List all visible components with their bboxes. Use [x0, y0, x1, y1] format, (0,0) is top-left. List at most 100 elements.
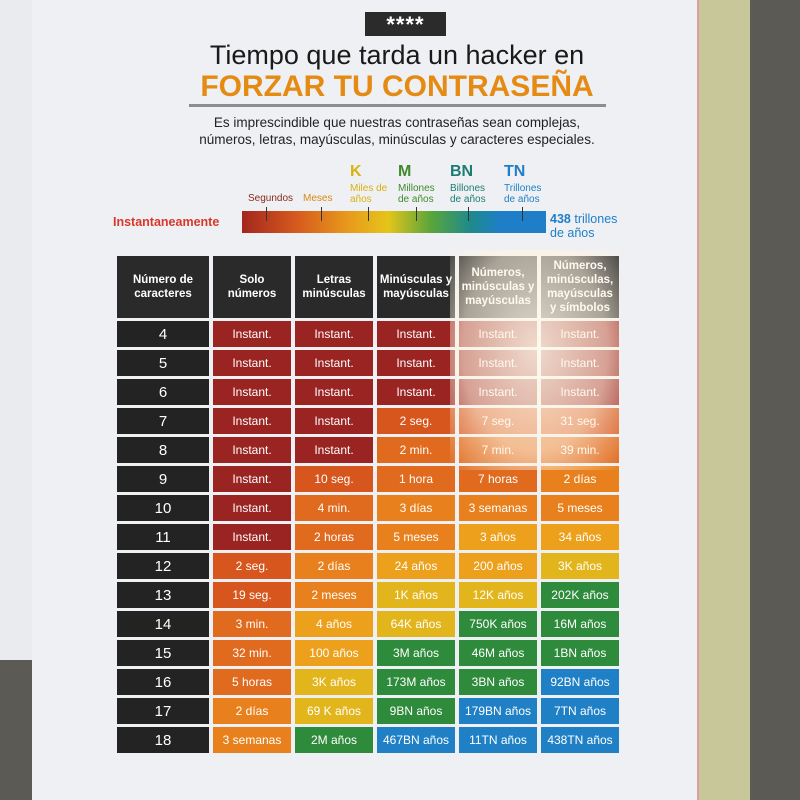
crack-time-cell: 467BN años — [377, 727, 455, 753]
crack-time-cell: 7TN años — [541, 698, 619, 724]
table-row: 5 Instant. Instant. Instant. Instant. Instant… — [117, 350, 619, 376]
crack-time-cell: 1K años — [377, 582, 455, 608]
scale-tick — [416, 207, 417, 221]
subtitle-line-2: números, letras, mayúsculas, minúsculas … — [199, 132, 595, 147]
character-count: 14 — [117, 611, 209, 637]
crack-time-cell: 7 horas — [459, 466, 537, 492]
title-line-2: FORZAR TU CONTRASEÑA — [200, 70, 594, 103]
table-row: 13 19 seg. 2 meses 1K años 12K años 202K años — [117, 582, 619, 608]
crack-time-cell: 3K años — [541, 553, 619, 579]
crack-time-cell: Instant. — [213, 495, 291, 521]
password-time-table: Número de caracteres Solo números Letras m… — [113, 253, 623, 756]
crack-time-cell: Instant. — [377, 321, 455, 347]
crack-time-cell: 19 seg. — [213, 582, 291, 608]
crack-time-cell: 32 min. — [213, 640, 291, 666]
table-header-row: Número de caracteres Solo números Letras m… — [117, 256, 619, 318]
crack-time-cell: Instant. — [295, 437, 373, 463]
crack-time-cell: 7 seg. — [459, 408, 537, 434]
crack-time-cell: Instant. — [213, 466, 291, 492]
crack-time-cell: 3 semanas — [213, 727, 291, 753]
crack-time-cell: Instant. — [459, 350, 537, 376]
crack-time-cell: 11TN años — [459, 727, 537, 753]
scale-unit-bn: BN — [450, 163, 474, 180]
crack-time-cell: 4 años — [295, 611, 373, 637]
column-header: Números, minúsculas y mayúsculas — [459, 256, 537, 318]
table-row: 16 5 horas 3K años 173M años 3BN años 92BN añ… — [117, 669, 619, 695]
scale-right-label: 438 trillones de años — [550, 212, 617, 240]
crack-time-cell: 4 min. — [295, 495, 373, 521]
crack-time-cell: 2 seg. — [213, 553, 291, 579]
scale-right-text: trillones — [574, 212, 618, 226]
crack-time-cell: 92BN años — [541, 669, 619, 695]
crack-time-cell: 64K años — [377, 611, 455, 637]
crack-time-cell: 750K años — [459, 611, 537, 637]
crack-time-cell: Instant. — [295, 408, 373, 434]
scale-label: Millones de años — [398, 183, 435, 205]
crack-time-cell: 2 días — [541, 466, 619, 492]
crack-time-cell: 9BN años — [377, 698, 455, 724]
scale-tick — [468, 207, 469, 221]
table-row: 11 Instant. 2 horas 5 meses 3 años 34 años — [117, 524, 619, 550]
crack-time-cell: 173M años — [377, 669, 455, 695]
crack-time-cell: 5 meses — [377, 524, 455, 550]
character-count: 12 — [117, 553, 209, 579]
character-count: 6 — [117, 379, 209, 405]
column-header: Letras minúsculas — [295, 256, 373, 318]
column-header: Minúsculas y mayúsculas — [377, 256, 455, 318]
desk-edge — [690, 0, 750, 800]
scale-label: Segundos — [248, 193, 294, 204]
crack-time-cell: 3 min. — [213, 611, 291, 637]
scale-tick — [522, 207, 523, 221]
table-row: 12 2 seg. 2 días 24 años 200 años 3K años — [117, 553, 619, 579]
crack-time-cell: 2 meses — [295, 582, 373, 608]
crack-time-cell: 3 semanas — [459, 495, 537, 521]
character-count: 15 — [117, 640, 209, 666]
crack-time-cell: 69 K años — [295, 698, 373, 724]
crack-time-cell: 46M años — [459, 640, 537, 666]
crack-time-cell: 7 min. — [459, 437, 537, 463]
crack-time-cell: Instant. — [541, 350, 619, 376]
scale-unit-k: K — [350, 163, 362, 180]
scale-left-label: Instantaneamente — [113, 215, 220, 229]
crack-time-cell: 2 min. — [377, 437, 455, 463]
scale-label: Trillones de años — [504, 183, 542, 205]
character-count: 11 — [117, 524, 209, 550]
crack-time-cell: 12K años — [459, 582, 537, 608]
column-header: Números, minúsculas, mayúsculas y símbol… — [541, 256, 619, 318]
crack-time-cell: 1 hora — [377, 466, 455, 492]
character-count: 18 — [117, 727, 209, 753]
column-header: Solo números — [213, 256, 291, 318]
crack-time-cell: 34 años — [541, 524, 619, 550]
table-row: 10 Instant. 4 min. 3 días 3 semanas 5 meses — [117, 495, 619, 521]
crack-time-cell: 24 años — [377, 553, 455, 579]
table-row: 14 3 min. 4 años 64K años 750K años 16M años — [117, 611, 619, 637]
character-count: 4 — [117, 321, 209, 347]
crack-time-cell: 100 años — [295, 640, 373, 666]
crack-time-cell: Instant. — [213, 524, 291, 550]
scale-tick — [266, 207, 267, 221]
crack-time-cell: 438TN años — [541, 727, 619, 753]
crack-time-cell: 16M años — [541, 611, 619, 637]
crack-time-cell: Instant. — [213, 379, 291, 405]
crack-time-cell: Instant. — [459, 379, 537, 405]
subtitle-line-1: Es imprescindible que nuestras contraseñ… — [213, 115, 581, 130]
crack-time-cell: 10 seg. — [295, 466, 373, 492]
table-row: 9 Instant. 10 seg. 1 hora 7 horas 2 días — [117, 466, 619, 492]
crack-time-cell: 3BN años — [459, 669, 537, 695]
crack-time-cell: 5 horas — [213, 669, 291, 695]
table-row: 17 2 días 69 K años 9BN años 179BN años 7TN a… — [117, 698, 619, 724]
table-row: 7 Instant. Instant. 2 seg. 7 seg. 31 seg. — [117, 408, 619, 434]
scale-tick — [321, 207, 322, 221]
character-count: 7 — [117, 408, 209, 434]
scale-right-text-2: de años — [550, 226, 595, 240]
crack-time-cell: 3K años — [295, 669, 373, 695]
crack-time-cell: 1BN años — [541, 640, 619, 666]
crack-time-cell: 3 años — [459, 524, 537, 550]
scale-label: Miles de años — [350, 183, 388, 205]
crack-time-cell: Instant. — [213, 321, 291, 347]
crack-time-cell: 2 días — [213, 698, 291, 724]
crack-time-cell: 3 días — [377, 495, 455, 521]
table-row: 4 Instant. Instant. Instant. Instant. Instant… — [117, 321, 619, 347]
time-scale-bar — [242, 211, 546, 233]
crack-time-cell: Instant. — [295, 321, 373, 347]
